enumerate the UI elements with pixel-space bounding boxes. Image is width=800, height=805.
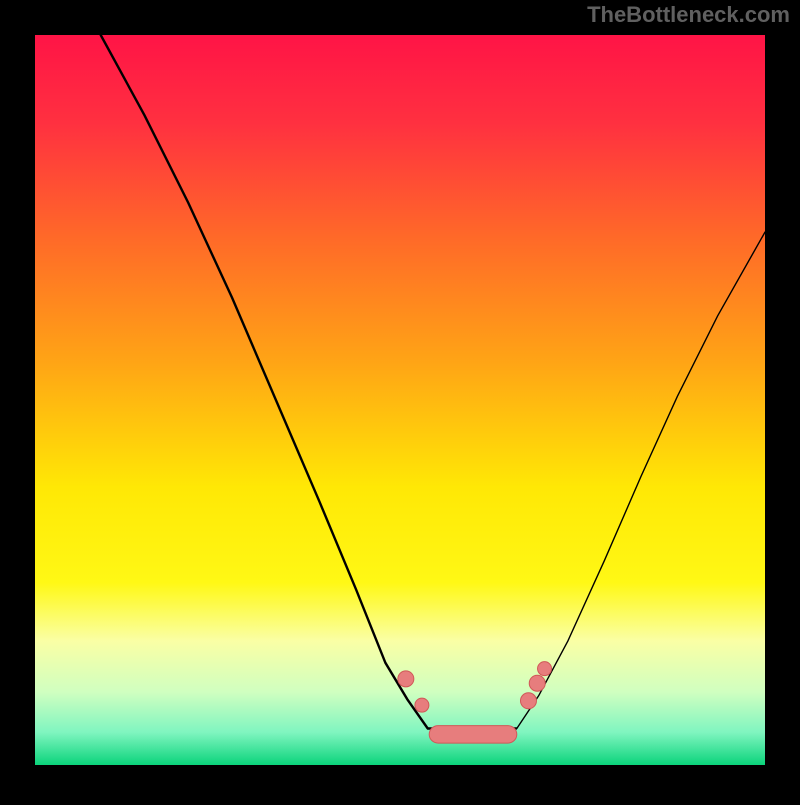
marker-bottom-band — [429, 726, 517, 744]
plot-gradient-background — [35, 35, 765, 765]
marker-dot — [520, 693, 536, 709]
watermark-text: TheBottleneck.com — [587, 2, 790, 28]
bottleneck-chart — [0, 0, 800, 800]
marker-dot — [529, 675, 545, 691]
marker-dot — [398, 671, 414, 687]
marker-dot — [538, 662, 552, 676]
marker-dot — [415, 698, 429, 712]
chart-stage: TheBottleneck.com — [0, 0, 800, 800]
